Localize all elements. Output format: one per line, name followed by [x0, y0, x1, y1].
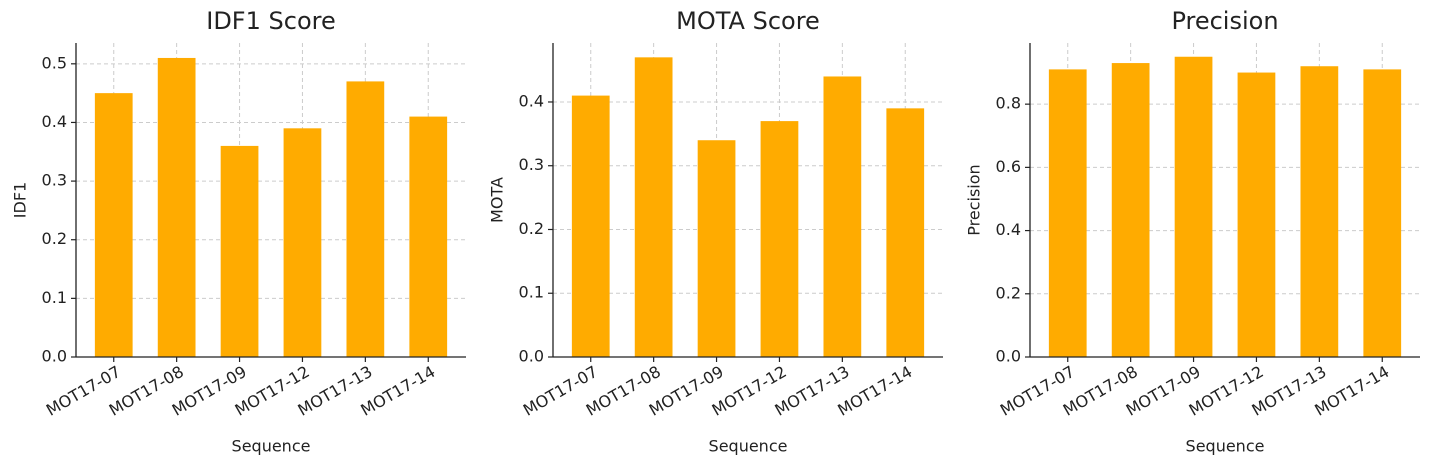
- bar: [1111, 63, 1150, 357]
- y-tick-label: 0.2: [519, 219, 544, 238]
- bar: [823, 76, 862, 358]
- bar: [634, 57, 673, 357]
- y-tick-label: 0.2: [996, 283, 1021, 302]
- bar: [886, 108, 925, 357]
- chart-title: IDF1 Score: [206, 7, 335, 35]
- bar: [1237, 72, 1276, 357]
- bar: [760, 121, 799, 357]
- y-tick-label: 0.1: [519, 283, 544, 302]
- y-tick-label: 0.3: [519, 155, 544, 174]
- bar: [157, 57, 196, 357]
- y-tick-label: 0.6: [996, 157, 1021, 176]
- bar: [409, 116, 448, 357]
- bar: [697, 140, 736, 357]
- bar: [1363, 69, 1402, 358]
- y-axis-label: MOTA: [488, 177, 507, 223]
- y-tick-label: 0.5: [42, 53, 67, 72]
- y-tick-label: 0.4: [996, 220, 1021, 239]
- y-tick-label: 0.3: [42, 171, 67, 190]
- chart-title: Precision: [1171, 7, 1278, 35]
- bar: [283, 128, 322, 357]
- y-tick-label: 0.4: [42, 112, 67, 131]
- y-axis-label: IDF1: [11, 182, 30, 218]
- y-tick-label: 0.4: [519, 91, 544, 110]
- bar: [94, 93, 133, 357]
- y-tick-label: 0.8: [996, 94, 1021, 113]
- bar: [571, 95, 610, 357]
- y-tick-label: 0.1: [42, 288, 67, 307]
- bar: [1048, 69, 1087, 358]
- bar: [1174, 56, 1213, 358]
- y-tick-label: 0.0: [519, 347, 544, 366]
- chart-title: MOTA Score: [676, 7, 820, 35]
- bar: [346, 81, 385, 357]
- y-tick-label: 0.0: [42, 347, 67, 366]
- bar: [220, 145, 259, 357]
- bar: [1300, 66, 1339, 358]
- x-axis-label: Sequence: [1186, 437, 1265, 456]
- x-axis-label: Sequence: [709, 437, 788, 456]
- y-tick-label: 0.0: [996, 347, 1021, 366]
- y-axis-label: Precision: [965, 164, 984, 235]
- y-tick-label: 0.2: [42, 229, 67, 248]
- x-axis-label: Sequence: [232, 437, 311, 456]
